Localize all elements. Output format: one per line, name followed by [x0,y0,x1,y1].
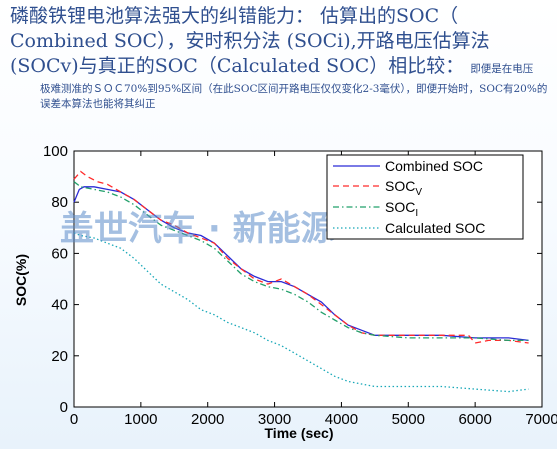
axis-ticks: 0 1000 2000 3000 4000 5000 6000 7000 0 20 40 60 80 10… [43,143,557,428]
legend: Combined SOC SOCV SOCI Calculated SOC [326,154,524,240]
legend-box [326,154,524,240]
legend-label-socv: SOCV [385,178,422,198]
series-calculated-soc [73,232,529,393]
heading-line-2: Combined SOC），安时积分法 (SOCi),开路电压估算法 [10,30,490,52]
x-tick-label: 1000 [124,411,157,428]
heading-line-4: 极难测准的ＳＯＣ70%到95%区间（在此SOC区间开路电压仅仅变化2-3毫伏），… [40,83,548,110]
heading-line-3-main: (SOCv)与真正的SOC（Calculated SOC）相比较： [10,55,465,77]
legend-label-soci-sub: I [415,208,418,219]
y-tick-label: 40 [51,297,68,314]
heading-line-1: 磷酸铁锂电池算法强大的纠错能力： 估算出的SOC（ [10,5,459,27]
y-axis-label: SOC(%) [13,254,29,306]
legend-label-socv-sub: V [415,187,422,198]
y-tick-label: 60 [51,245,68,262]
x-tick-label: 7000 [525,411,557,428]
series-soc-v [73,170,529,344]
y-tick-label: 20 [51,348,68,365]
x-tick-label: 4000 [325,411,358,428]
slide-heading: 磷酸铁锂电池算法强大的纠错能力： 估算出的SOC（ Combined SOC），… [10,4,550,112]
heading-line-3: (SOCv)与真正的SOC（Calculated SOC）相比较： 即便是在电压 [10,54,550,82]
x-axis-label: Time (sec) [265,425,334,441]
legend-label-soci: SOCI [385,199,418,219]
x-tick-label: 3000 [258,411,291,428]
y-tick-label: 100 [43,143,68,160]
x-tick-label: 5000 [392,411,425,428]
legend-label-combined: Combined SOC [385,158,483,174]
legend-label-socv-main: SOC [385,178,415,194]
x-tick-label: 2000 [191,411,224,428]
heading-line-3-small: 即便是在电压 [470,63,534,75]
y-tick-label: 0 [60,399,68,416]
x-tick-label: 6000 [458,411,491,428]
watermark: 盖世汽车 · 新能源 [60,209,335,249]
legend-label-calculated: Calculated SOC [385,220,485,236]
legend-label-soci-main: SOC [385,199,415,215]
series-soc-i [73,181,529,342]
y-tick-label: 80 [51,194,68,211]
series-lines [73,170,529,393]
x-tick-label: 0 [70,411,78,428]
